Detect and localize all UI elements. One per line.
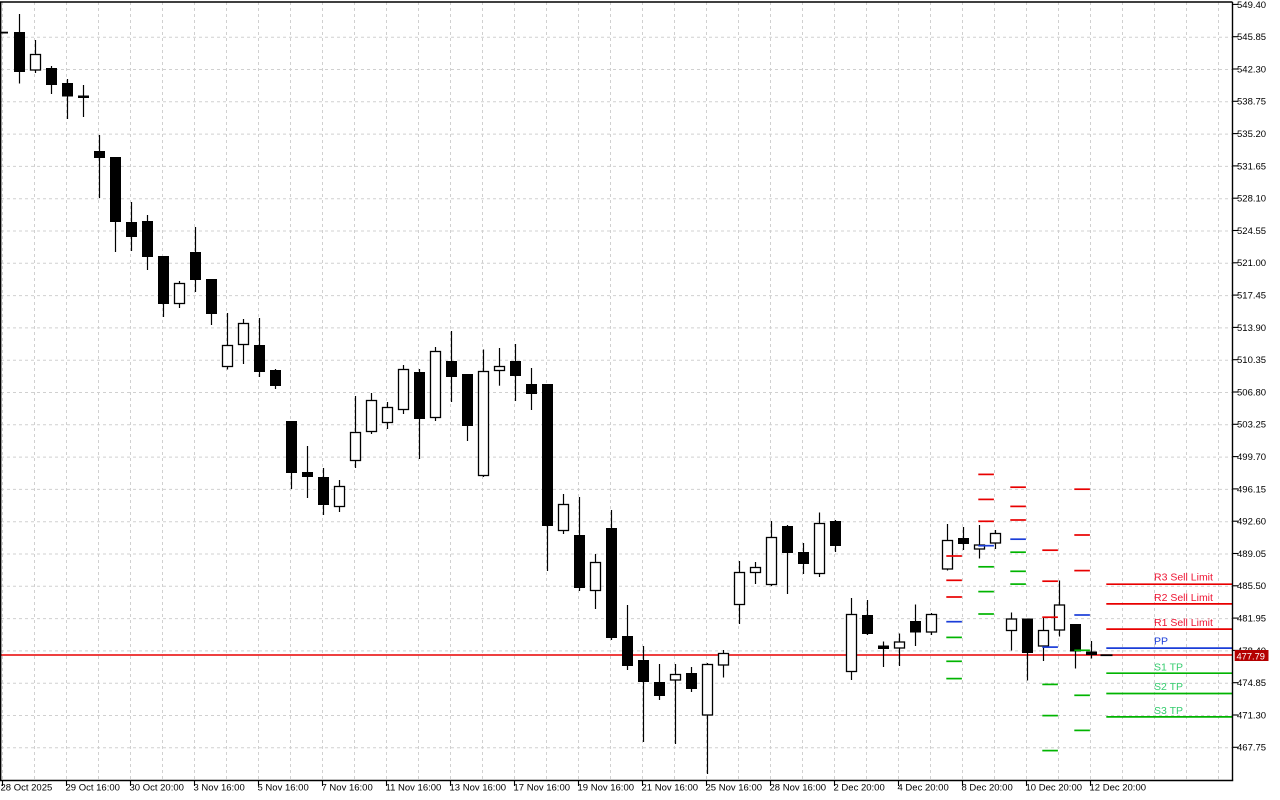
svg-text:467.75: 467.75 (1237, 743, 1266, 754)
svg-text:S1 TP: S1 TP (1154, 662, 1183, 674)
svg-text:517.45: 517.45 (1237, 291, 1266, 302)
svg-text:535.20: 535.20 (1237, 129, 1266, 140)
svg-text:477.79: 477.79 (1237, 651, 1265, 661)
svg-text:481.95: 481.95 (1237, 614, 1266, 625)
svg-text:PP: PP (1154, 635, 1168, 647)
svg-text:5 Nov 16:00: 5 Nov 16:00 (258, 783, 309, 794)
svg-text:17 Nov 16:00: 17 Nov 16:00 (514, 783, 571, 794)
svg-text:513.90: 513.90 (1237, 323, 1266, 334)
svg-text:2 Dec 20:00: 2 Dec 20:00 (834, 783, 885, 794)
svg-text:10 Dec 20:00: 10 Dec 20:00 (1026, 783, 1083, 794)
svg-text:496.15: 496.15 (1237, 484, 1266, 495)
svg-text:531.65: 531.65 (1237, 161, 1266, 172)
svg-text:492.60: 492.60 (1237, 517, 1266, 528)
svg-text:538.75: 538.75 (1237, 97, 1266, 108)
svg-text:545.85: 545.85 (1237, 32, 1266, 43)
svg-text:11 Nov 16:00: 11 Nov 16:00 (386, 783, 442, 794)
svg-text:7 Nov 16:00: 7 Nov 16:00 (322, 783, 373, 794)
svg-text:474.85: 474.85 (1237, 678, 1266, 689)
svg-text:542.30: 542.30 (1237, 64, 1266, 75)
svg-text:8 Dec 20:00: 8 Dec 20:00 (962, 783, 1013, 794)
svg-text:28 Oct 2025: 28 Oct 2025 (1, 783, 53, 794)
svg-text:3 Nov 16:00: 3 Nov 16:00 (194, 783, 245, 794)
svg-text:30 Oct 20:00: 30 Oct 20:00 (130, 783, 184, 794)
svg-text:R3 Sell Limit: R3 Sell Limit (1154, 572, 1213, 584)
svg-text:S3 TP: S3 TP (1154, 705, 1183, 717)
svg-text:489.05: 489.05 (1237, 549, 1266, 560)
svg-text:R1 Sell Limit: R1 Sell Limit (1154, 617, 1213, 629)
svg-text:499.70: 499.70 (1237, 452, 1266, 463)
svg-text:521.00: 521.00 (1237, 258, 1266, 269)
svg-text:503.25: 503.25 (1237, 420, 1266, 431)
svg-text:28 Nov 16:00: 28 Nov 16:00 (770, 783, 827, 794)
svg-text:485.50: 485.50 (1237, 581, 1266, 592)
svg-text:25 Nov 16:00: 25 Nov 16:00 (706, 783, 763, 794)
svg-text:549.40: 549.40 (1237, 0, 1266, 11)
svg-text:506.80: 506.80 (1237, 387, 1266, 398)
svg-text:524.55: 524.55 (1237, 226, 1266, 237)
svg-text:R2 Sell Limit: R2 Sell Limit (1154, 592, 1213, 604)
svg-text:S2 TP: S2 TP (1154, 681, 1183, 693)
svg-text:510.35: 510.35 (1237, 355, 1266, 366)
svg-text:19 Nov 16:00: 19 Nov 16:00 (578, 783, 635, 794)
svg-text:4 Dec 20:00: 4 Dec 20:00 (898, 783, 949, 794)
svg-text:528.10: 528.10 (1237, 194, 1266, 205)
svg-text:21 Nov 16:00: 21 Nov 16:00 (642, 783, 699, 794)
svg-text:13 Nov 16:00: 13 Nov 16:00 (450, 783, 507, 794)
svg-text:471.30: 471.30 (1237, 710, 1266, 721)
svg-text:12 Dec 20:00: 12 Dec 20:00 (1090, 783, 1147, 794)
svg-text:29 Oct 16:00: 29 Oct 16:00 (66, 783, 120, 794)
